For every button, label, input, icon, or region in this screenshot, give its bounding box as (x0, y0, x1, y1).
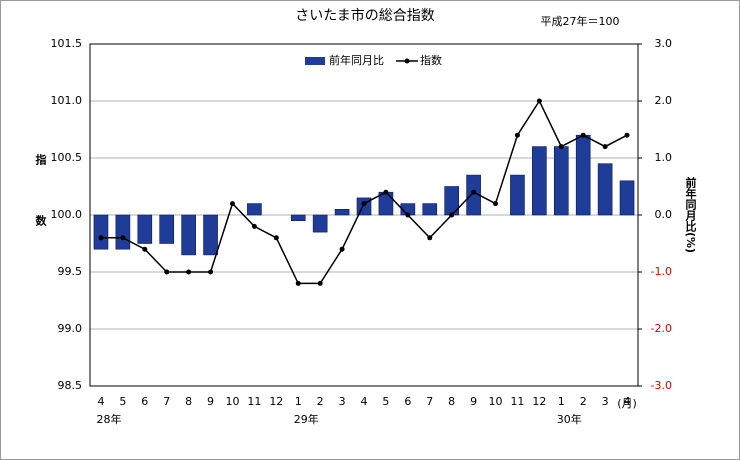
x-tick-label: 10 (225, 395, 239, 408)
bar (115, 214, 131, 250)
bar (510, 174, 525, 216)
bar (93, 214, 109, 250)
x-tick-label: 4 (361, 395, 368, 408)
point (229, 201, 235, 207)
x-tick-label: 7 (163, 395, 170, 408)
legend-label: 前年同月比 (329, 53, 384, 67)
point (295, 280, 301, 286)
point (98, 235, 104, 241)
y-axis-label: 指数 (34, 153, 47, 276)
y-tick-label: 101.0 (51, 94, 83, 107)
x-tick-label: 2 (317, 395, 324, 408)
y2-tick-label: 0.0 (655, 208, 673, 221)
line (100, 99, 628, 285)
x-group-label: 30年 (557, 412, 582, 426)
x-tick-label: 3 (339, 395, 346, 408)
point (208, 269, 214, 275)
bar (378, 191, 394, 216)
x-group-label: 29年 (294, 412, 319, 426)
y2-tick-label: 3.0 (655, 37, 673, 50)
bar (619, 180, 635, 216)
x-tick-label: 1 (558, 395, 565, 408)
x-tick-label: 1 (295, 395, 302, 408)
legend-swatch (305, 57, 325, 65)
x-unit: (月) (617, 397, 637, 410)
point (514, 132, 520, 138)
x-tick-label: 2 (580, 395, 587, 408)
y-tick-label: 100.5 (51, 151, 83, 164)
point (580, 132, 586, 138)
point (273, 235, 279, 241)
y2-tick-label: 2.0 (655, 94, 673, 107)
point (383, 189, 389, 195)
bar (159, 214, 175, 244)
bar (532, 146, 547, 216)
point (449, 212, 455, 218)
y-tick-label: 100.0 (51, 208, 83, 221)
x-tick-label: 12 (532, 395, 546, 408)
x-tick-label: 8 (448, 395, 455, 408)
legend-swatch (404, 58, 410, 64)
bar (312, 214, 328, 233)
bar (181, 214, 196, 256)
x-tick-label: 12 (269, 395, 283, 408)
point (142, 246, 148, 252)
x-group-label: 28年 (96, 412, 121, 426)
y2-tick-label: -3.0 (651, 379, 672, 392)
point (251, 223, 257, 229)
x-tick-label: 5 (382, 395, 389, 408)
chart-subtitle: 平成27年＝100 (541, 14, 620, 28)
bar (290, 214, 306, 221)
x-tick-label: 9 (470, 395, 477, 408)
x-tick-label: 6 (141, 395, 148, 408)
x-tick-label: 9 (207, 395, 214, 408)
y-tick-label: 99.5 (58, 265, 83, 278)
x-tick-label: 8 (185, 395, 192, 408)
x-tick-label: 6 (404, 395, 411, 408)
x-tick-label: 3 (602, 395, 609, 408)
y-tick-label: 99.0 (58, 322, 83, 335)
x-tick-label: 4 (97, 395, 104, 408)
point (427, 235, 433, 241)
bar (422, 203, 438, 216)
y2-tick-label: -2.0 (651, 322, 672, 335)
y-tick-label: 101.5 (51, 37, 83, 50)
bar (334, 209, 350, 216)
bar (203, 214, 218, 256)
point (120, 235, 126, 241)
point (405, 212, 411, 218)
y2-axis-label: 前年同月比(%) (684, 176, 698, 253)
bar (597, 163, 613, 216)
point (317, 280, 323, 286)
plot-border (89, 43, 639, 387)
point (493, 201, 499, 207)
point (602, 144, 608, 150)
y2-tick-label: 1.0 (655, 151, 673, 164)
point (471, 189, 477, 195)
x-tick-label: 4 (624, 395, 631, 408)
point (536, 98, 542, 104)
chart-title: さいたま市の総合指数 (295, 7, 435, 24)
x-tick-label: 10 (489, 395, 503, 408)
legend-label: 指数 (420, 53, 442, 67)
x-tick-label: 11 (247, 395, 261, 408)
bar (247, 203, 262, 216)
point (186, 269, 192, 275)
point (624, 132, 630, 138)
y2-tick-label: -1.0 (651, 265, 672, 278)
y-tick-label: 98.5 (58, 379, 83, 392)
x-tick-label: 5 (119, 395, 126, 408)
bar (553, 146, 569, 216)
bar (575, 134, 591, 216)
x-tick-label: 7 (426, 395, 433, 408)
x-tick-label: 11 (510, 395, 524, 408)
bar (137, 214, 153, 244)
point (164, 269, 170, 275)
point (558, 144, 564, 150)
point (339, 246, 345, 252)
point (361, 201, 367, 207)
